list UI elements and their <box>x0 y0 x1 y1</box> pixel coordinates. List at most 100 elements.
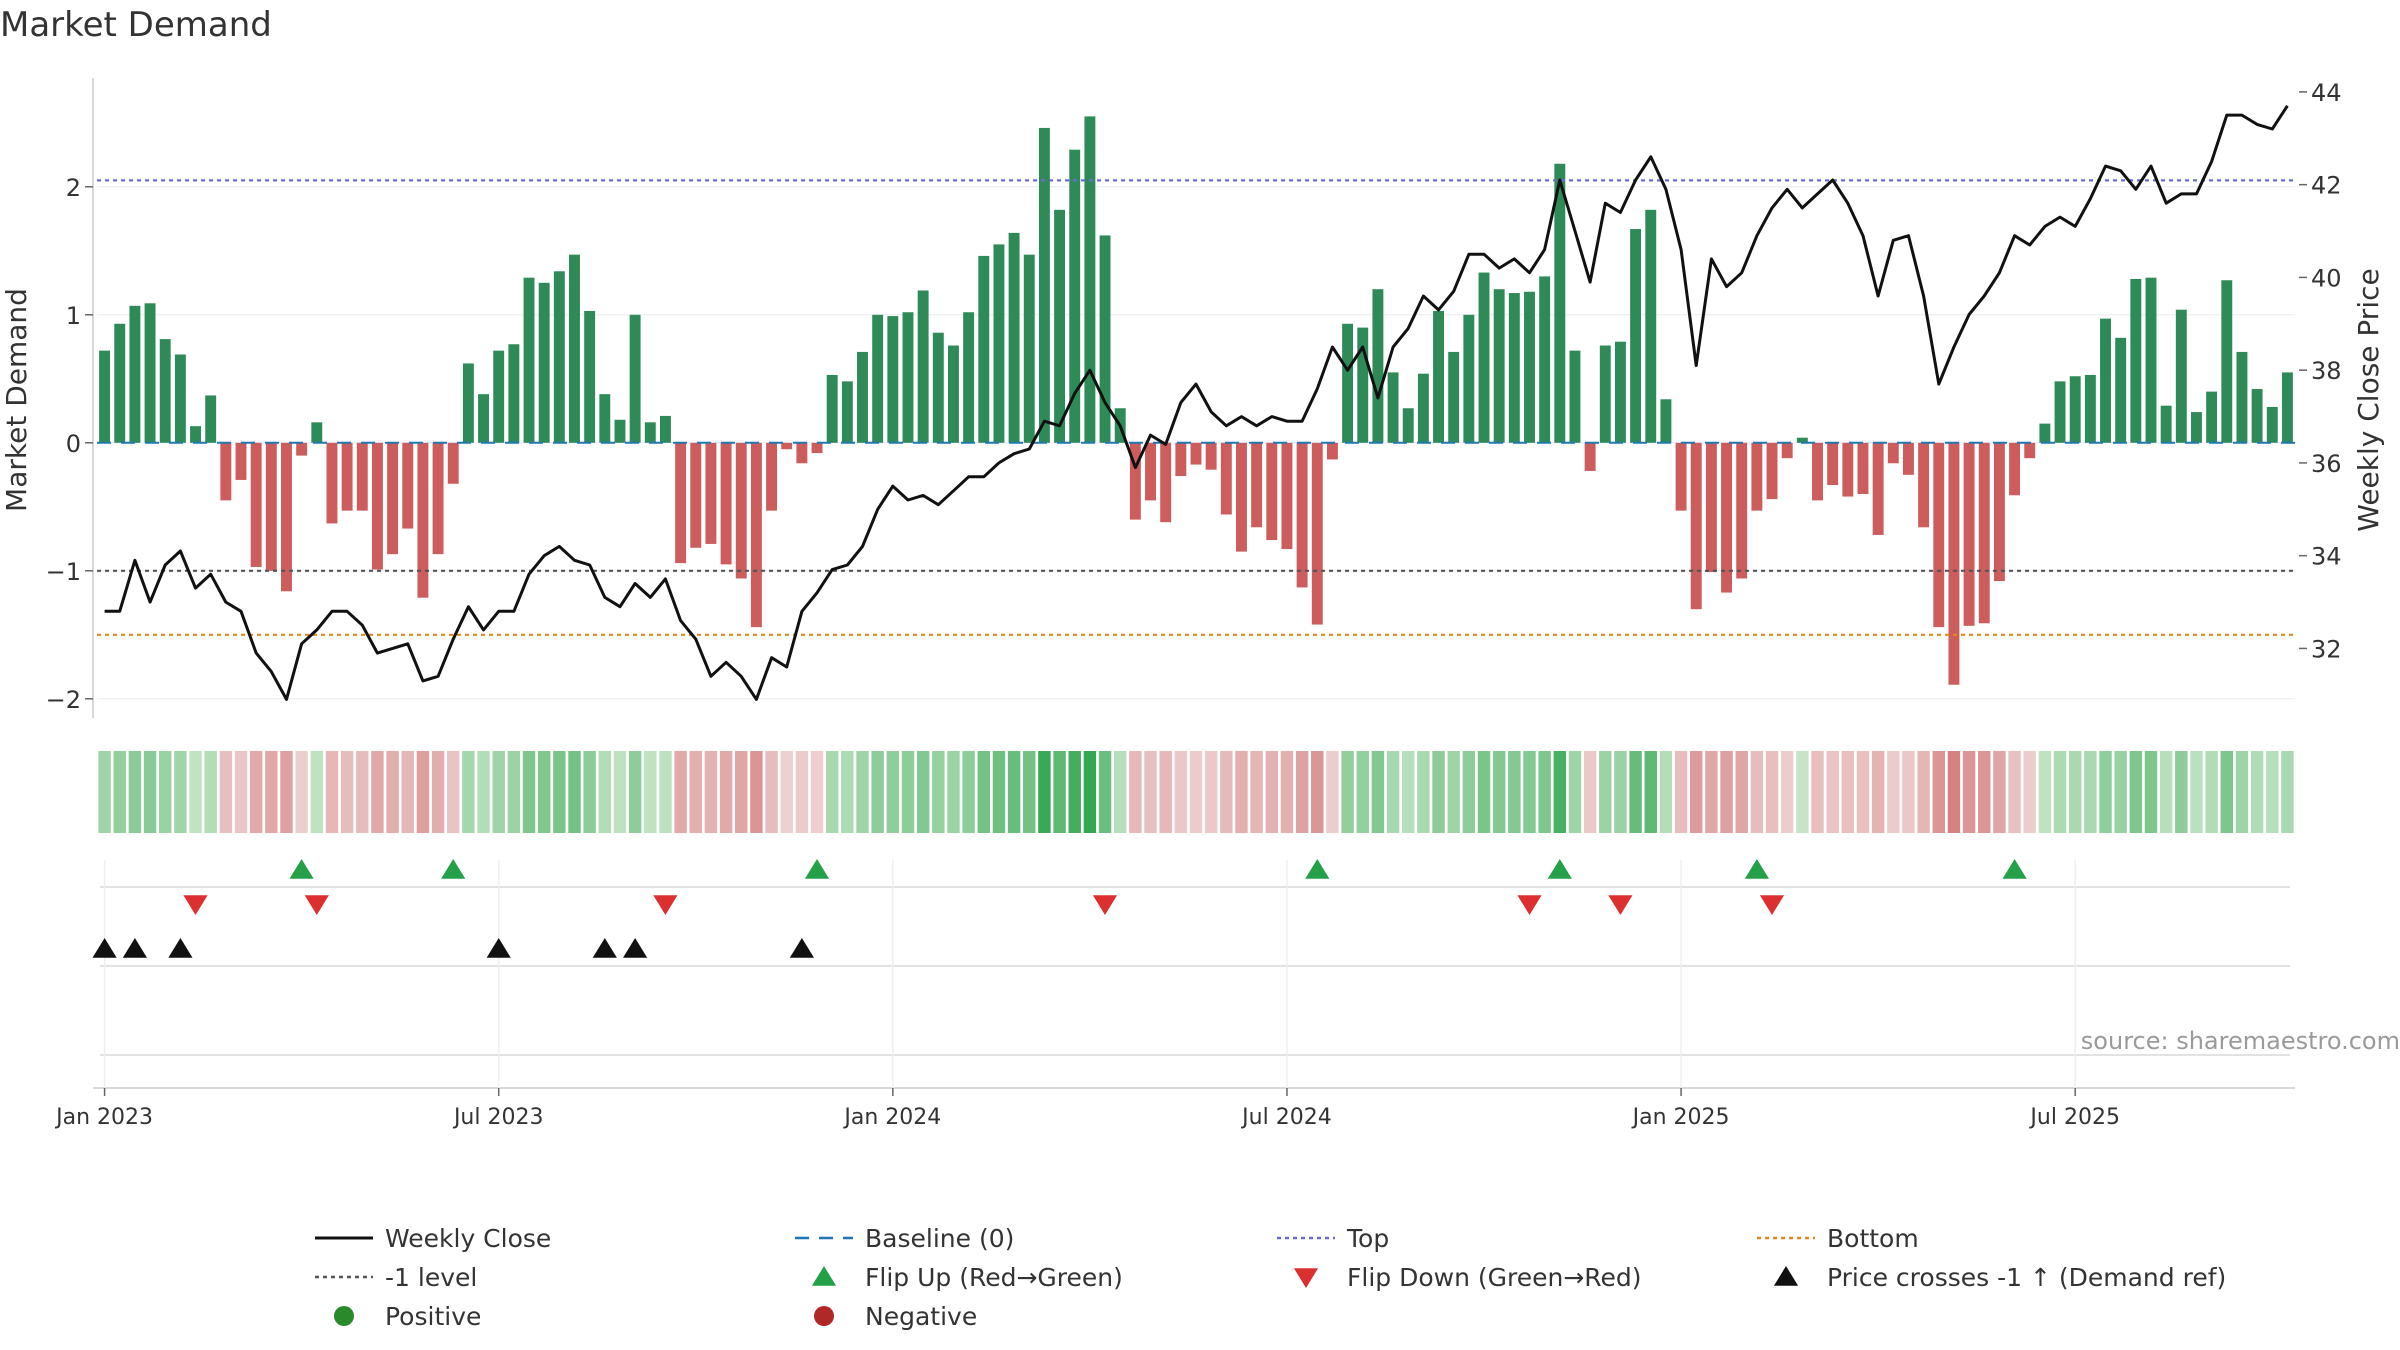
demand-bar <box>1539 276 1551 443</box>
heat-cell <box>932 751 945 833</box>
heat-cell <box>1887 751 1900 833</box>
demand-bar <box>174 354 186 443</box>
heat-cell <box>462 751 475 833</box>
heat-cell <box>1962 751 1976 833</box>
demand-bar <box>675 442 687 564</box>
heat-cell <box>750 751 763 833</box>
right-tick-label: 42 <box>2311 172 2342 200</box>
demand-bar <box>1084 116 1096 443</box>
demand-bar <box>99 350 111 443</box>
x-tick-label: Jan 2023 <box>54 1105 153 1130</box>
demand-bar <box>1326 442 1338 460</box>
heat-cell <box>1705 751 1718 833</box>
demand-bar <box>569 254 580 443</box>
heat-cell <box>689 751 702 833</box>
demand-bar <box>1812 442 1823 501</box>
demand-bar <box>1054 209 1066 443</box>
demand-bar <box>538 282 550 443</box>
demand-bar <box>1342 323 1354 443</box>
demand-bar <box>1705 442 1717 573</box>
heat-cell <box>492 751 505 833</box>
demand-bar <box>1372 289 1384 443</box>
flip-down-marker <box>653 895 678 915</box>
heat-cell <box>1735 751 1748 833</box>
demand-bar <box>2206 391 2218 443</box>
demand-bar <box>1236 442 1247 552</box>
heat-cell <box>947 751 960 833</box>
demand-bar <box>1175 442 1187 477</box>
heat-cell <box>1129 751 1142 833</box>
heat-cell <box>553 751 566 833</box>
heat-cell <box>1068 751 1081 833</box>
legend-label: Price crosses -1 ↑ (Demand ref) <box>1827 1263 2226 1292</box>
heat-cell <box>1993 751 2006 833</box>
heat-cell <box>825 751 839 833</box>
demand-bar <box>872 314 884 443</box>
heat-cell <box>1841 751 1855 833</box>
flip-down-marker <box>1759 895 1785 915</box>
heat-cell <box>1235 751 1248 833</box>
demand-bar <box>720 442 732 565</box>
flip-up-marker <box>1744 859 1769 879</box>
heat-cell <box>1447 751 1460 833</box>
right-tick-label: 32 <box>2311 635 2342 663</box>
heat-cell <box>1826 751 1839 833</box>
demand-bar <box>1281 442 1293 550</box>
demand-bar <box>902 312 914 443</box>
legend-item-flip-up: Flip Up (Red→Green) <box>811 1263 1123 1292</box>
right-tick-label: 36 <box>2311 450 2342 478</box>
heat-cell <box>507 751 521 833</box>
heat-cell <box>1098 751 1112 833</box>
heat-cell <box>628 751 642 833</box>
heat-cell <box>1356 751 1369 833</box>
heat-cell <box>1978 751 1991 833</box>
heat-cell <box>1189 751 1203 833</box>
demand-bar <box>948 345 959 443</box>
demand-bar <box>1160 442 1172 523</box>
demand-bars <box>99 116 2293 685</box>
demand-bar <box>1038 127 1050 443</box>
demand-bar <box>1599 345 1611 443</box>
demand-bar <box>1569 350 1581 443</box>
heat-cell <box>1644 751 1657 833</box>
demand-bar <box>235 442 247 480</box>
demand-bar <box>1766 442 1778 500</box>
demand-bar <box>1933 442 1945 628</box>
heat-cell <box>1568 751 1582 833</box>
demand-bar <box>1887 442 1899 464</box>
legend-swatch <box>1293 1268 1319 1288</box>
heat-cell <box>1371 751 1385 833</box>
demand-bar <box>2039 423 2051 443</box>
weekly-close-series <box>104 104 2289 701</box>
demand-bar <box>2191 412 2202 443</box>
heat-cell <box>1659 751 1673 833</box>
heat-cell <box>901 751 915 833</box>
demand-bar <box>462 363 474 443</box>
heat-cell <box>886 751 900 833</box>
heat-cell <box>916 751 930 833</box>
demand-bar <box>1478 272 1490 443</box>
heat-cell <box>1780 751 1794 833</box>
demand-bar <box>129 305 141 443</box>
legend-swatch <box>811 1266 837 1286</box>
demand-bar <box>887 316 899 443</box>
legend-label: Negative <box>865 1302 977 1331</box>
demand-bar <box>2009 442 2021 496</box>
legend-item-negative: Negative <box>814 1302 977 1331</box>
heat-cell <box>674 751 687 833</box>
axes: 2 1 0 −1 −2 44 42 40 38 36 34 32 Jan 2023 Jul 2023 Jan… <box>46 78 2342 1130</box>
weekly-close-line <box>104 104 2289 701</box>
heat-cell <box>977 751 990 833</box>
heat-cell <box>871 751 884 833</box>
demand-bar <box>1023 254 1035 443</box>
demand-bar <box>1251 442 1263 528</box>
heat-cell <box>841 751 854 833</box>
heat-cell <box>1023 751 1036 833</box>
flip-up-marker <box>441 859 466 879</box>
demand-bar <box>1448 351 1460 443</box>
flip-down-marker <box>1517 895 1542 915</box>
demand-bar <box>2145 277 2157 443</box>
heat-cell <box>2084 751 2097 833</box>
demand-bar <box>1978 442 1990 624</box>
